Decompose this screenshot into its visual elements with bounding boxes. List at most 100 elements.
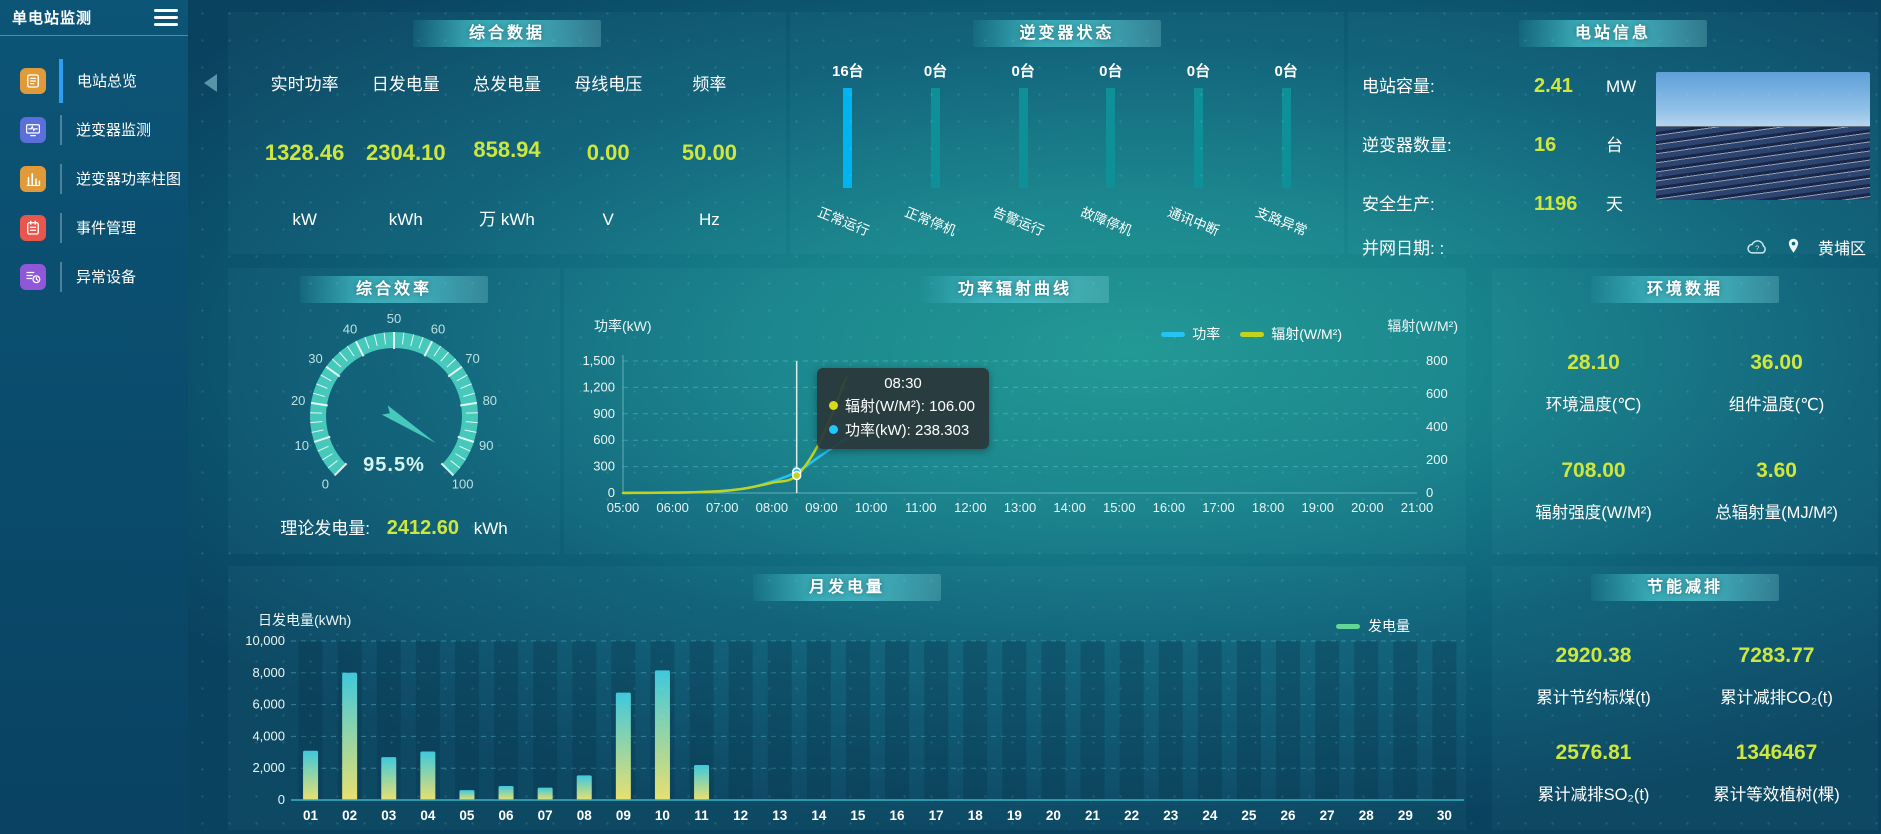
collapse-panel-arrow[interactable] bbox=[204, 74, 217, 92]
savings-coal: 2920.38 累计节约标煤(t) bbox=[1502, 644, 1685, 708]
svg-text:300: 300 bbox=[593, 459, 615, 474]
metric-frequency: 频率 50.00 Hz bbox=[659, 60, 760, 238]
svg-text:05: 05 bbox=[459, 808, 475, 823]
station-photo bbox=[1656, 72, 1870, 200]
svg-text:2,000: 2,000 bbox=[252, 760, 285, 775]
svg-text:0: 0 bbox=[1426, 485, 1433, 500]
location-name: 黄埔区 bbox=[1817, 240, 1866, 258]
metric-unit: 万 kWh bbox=[479, 210, 535, 229]
svg-text:08: 08 bbox=[577, 808, 593, 823]
cell-label: 累计等效植树(棵) bbox=[1713, 785, 1840, 804]
sidebar-item-label: 电站总览 bbox=[77, 73, 138, 90]
panel-title: 功率辐射曲线 bbox=[921, 276, 1109, 303]
panel-title: 节能减排 bbox=[1591, 574, 1779, 601]
status-count: 0台 bbox=[1011, 63, 1035, 80]
row-value: 2.41 bbox=[1534, 75, 1573, 97]
metric-unit: kWh bbox=[388, 210, 423, 229]
sidebar-item-event-management[interactable]: 事件管理 bbox=[0, 203, 188, 252]
svg-text:?: ? bbox=[1755, 243, 1759, 252]
chart-legend[interactable]: 功率 辐射(W/M²) bbox=[1161, 324, 1342, 344]
grid-date-label: 并网日期: : bbox=[1362, 239, 1445, 258]
svg-text:13:00: 13:00 bbox=[1004, 500, 1037, 515]
svg-text:11:00: 11:00 bbox=[905, 500, 937, 515]
status-count: 0台 bbox=[923, 63, 948, 80]
svg-text:14:00: 14:00 bbox=[1053, 500, 1086, 515]
sidebar-item-station-overview[interactable]: 电站总览 bbox=[0, 56, 188, 105]
svg-text:06:00: 06:00 bbox=[656, 500, 689, 515]
metric-realtime-power: 实时功率 1328.46 kW bbox=[254, 60, 355, 238]
svg-text:17: 17 bbox=[929, 808, 944, 823]
sidebar-item-label: 异常设备 bbox=[76, 269, 137, 286]
svg-text:90: 90 bbox=[479, 438, 493, 453]
svg-text:50: 50 bbox=[387, 311, 401, 326]
monitor-pulse-icon bbox=[20, 116, 46, 143]
svg-text:09: 09 bbox=[616, 808, 631, 823]
menu-toggle-icon[interactable] bbox=[154, 9, 178, 26]
svg-text:70: 70 bbox=[465, 351, 479, 366]
tooltip-radiation-row: 辐射(W/M²): 106.00 bbox=[829, 395, 977, 416]
metric-daily-energy: 日发电量 2304.10 kWh bbox=[355, 60, 456, 238]
cell-label: 累计减排CO₂(t) bbox=[1720, 688, 1833, 707]
journal-icon bbox=[20, 67, 46, 94]
theory-label: 理论发电量: bbox=[280, 519, 370, 538]
svg-text:20: 20 bbox=[291, 393, 305, 408]
svg-text:16:00: 16:00 bbox=[1153, 500, 1186, 515]
legend-marker-power bbox=[1161, 331, 1186, 337]
sidebar-item-inverter-monitor[interactable]: 逆变器监测 bbox=[0, 105, 188, 154]
svg-text:800: 800 bbox=[1426, 353, 1448, 368]
power-radiation-chart[interactable]: 0 300 600 900 1,200 1,500 0 200 400 600 800 05:00 06… bbox=[564, 308, 1466, 554]
svg-text:14: 14 bbox=[811, 808, 827, 823]
inverter-status-comm-lost: 0台 通讯中断 bbox=[1155, 60, 1241, 248]
sidebar-item-abnormal-devices[interactable]: 异常设备 bbox=[0, 252, 188, 301]
app-title: 单电站监测 bbox=[12, 10, 93, 27]
svg-text:600: 600 bbox=[1426, 386, 1448, 401]
efficiency-gauge: 0 10 20 30 40 50 60 70 80 90 100 bbox=[291, 311, 497, 492]
cell-value: 1346467 bbox=[1735, 740, 1818, 764]
status-bar bbox=[1018, 88, 1028, 188]
cell-value: 28.10 bbox=[1567, 351, 1620, 374]
svg-text:6,000: 6,000 bbox=[252, 697, 285, 712]
legend-item-power[interactable]: 功率 bbox=[1161, 324, 1220, 344]
svg-text:22: 22 bbox=[1124, 808, 1139, 823]
status-label: 告警运行 bbox=[990, 204, 1047, 239]
svg-text:26: 26 bbox=[1281, 808, 1297, 823]
chart-tooltip: 08:30 辐射(W/M²): 106.00 功率(kW): 238.303 bbox=[817, 368, 989, 449]
row-unit: 台 bbox=[1606, 136, 1623, 155]
radiation-dot-icon bbox=[829, 401, 838, 410]
savings-so2: 2576.81 累计减排SO₂(t) bbox=[1502, 741, 1685, 805]
active-indicator bbox=[59, 58, 63, 103]
item-divider bbox=[60, 212, 62, 243]
status-bar bbox=[930, 88, 940, 188]
sidebar-item-label: 事件管理 bbox=[76, 220, 137, 237]
station-info-footer: 并网日期: : ? 黄埔区 bbox=[1362, 234, 1866, 259]
environment-grid: 28.10 环境温度(℃) 36.00 组件温度(℃) 708.00 辐射强度(… bbox=[1502, 334, 1868, 540]
tooltip-power-value: 功率(kW): 238.303 bbox=[845, 422, 970, 439]
panel-title: 月发电量 bbox=[753, 574, 941, 601]
monthly-generation-chart[interactable]: 0 2,000 4,000 6,000 8,000 10,000 01 02 03 04 05 06 0… bbox=[228, 602, 1466, 830]
notepad-icon bbox=[20, 214, 46, 241]
panel-monthly-generation: 月发电量 日发电量(kWh) 发电量 0 2,000 4,000 6,000 8,000… bbox=[228, 566, 1466, 830]
row-label: 逆变器数量: bbox=[1362, 136, 1452, 155]
svg-text:29: 29 bbox=[1398, 808, 1413, 823]
cell-label: 组件温度(℃) bbox=[1728, 396, 1825, 414]
panel-title: 综合数据 bbox=[413, 20, 601, 47]
svg-text:30: 30 bbox=[1437, 808, 1452, 823]
item-divider bbox=[60, 163, 62, 194]
legend-item-radiation[interactable]: 辐射(W/M²) bbox=[1240, 324, 1342, 344]
metric-label: 频率 bbox=[692, 75, 727, 94]
cell-value: 7283.77 bbox=[1738, 643, 1815, 667]
svg-text:0: 0 bbox=[322, 477, 329, 492]
theory-value: 2412.60 bbox=[386, 517, 460, 539]
legend-label: 辐射(W/M²) bbox=[1271, 326, 1342, 342]
svg-text:10:00: 10:00 bbox=[855, 500, 888, 515]
monthly-legend[interactable]: 发电量 bbox=[1336, 616, 1410, 636]
svg-text:04: 04 bbox=[420, 808, 436, 823]
svg-text:21: 21 bbox=[1085, 808, 1101, 823]
right-axis-name: 辐射(W/M²) bbox=[1387, 318, 1458, 334]
svg-text:400: 400 bbox=[1426, 419, 1448, 434]
sidebar-item-inverter-power-bars[interactable]: 逆变器功率柱图 bbox=[0, 154, 188, 203]
status-bar bbox=[1193, 88, 1203, 188]
metric-label: 实时功率 bbox=[270, 75, 339, 94]
metric-bus-voltage: 母线电压 0.00 V bbox=[558, 60, 659, 238]
row-unit: MW bbox=[1606, 77, 1637, 96]
